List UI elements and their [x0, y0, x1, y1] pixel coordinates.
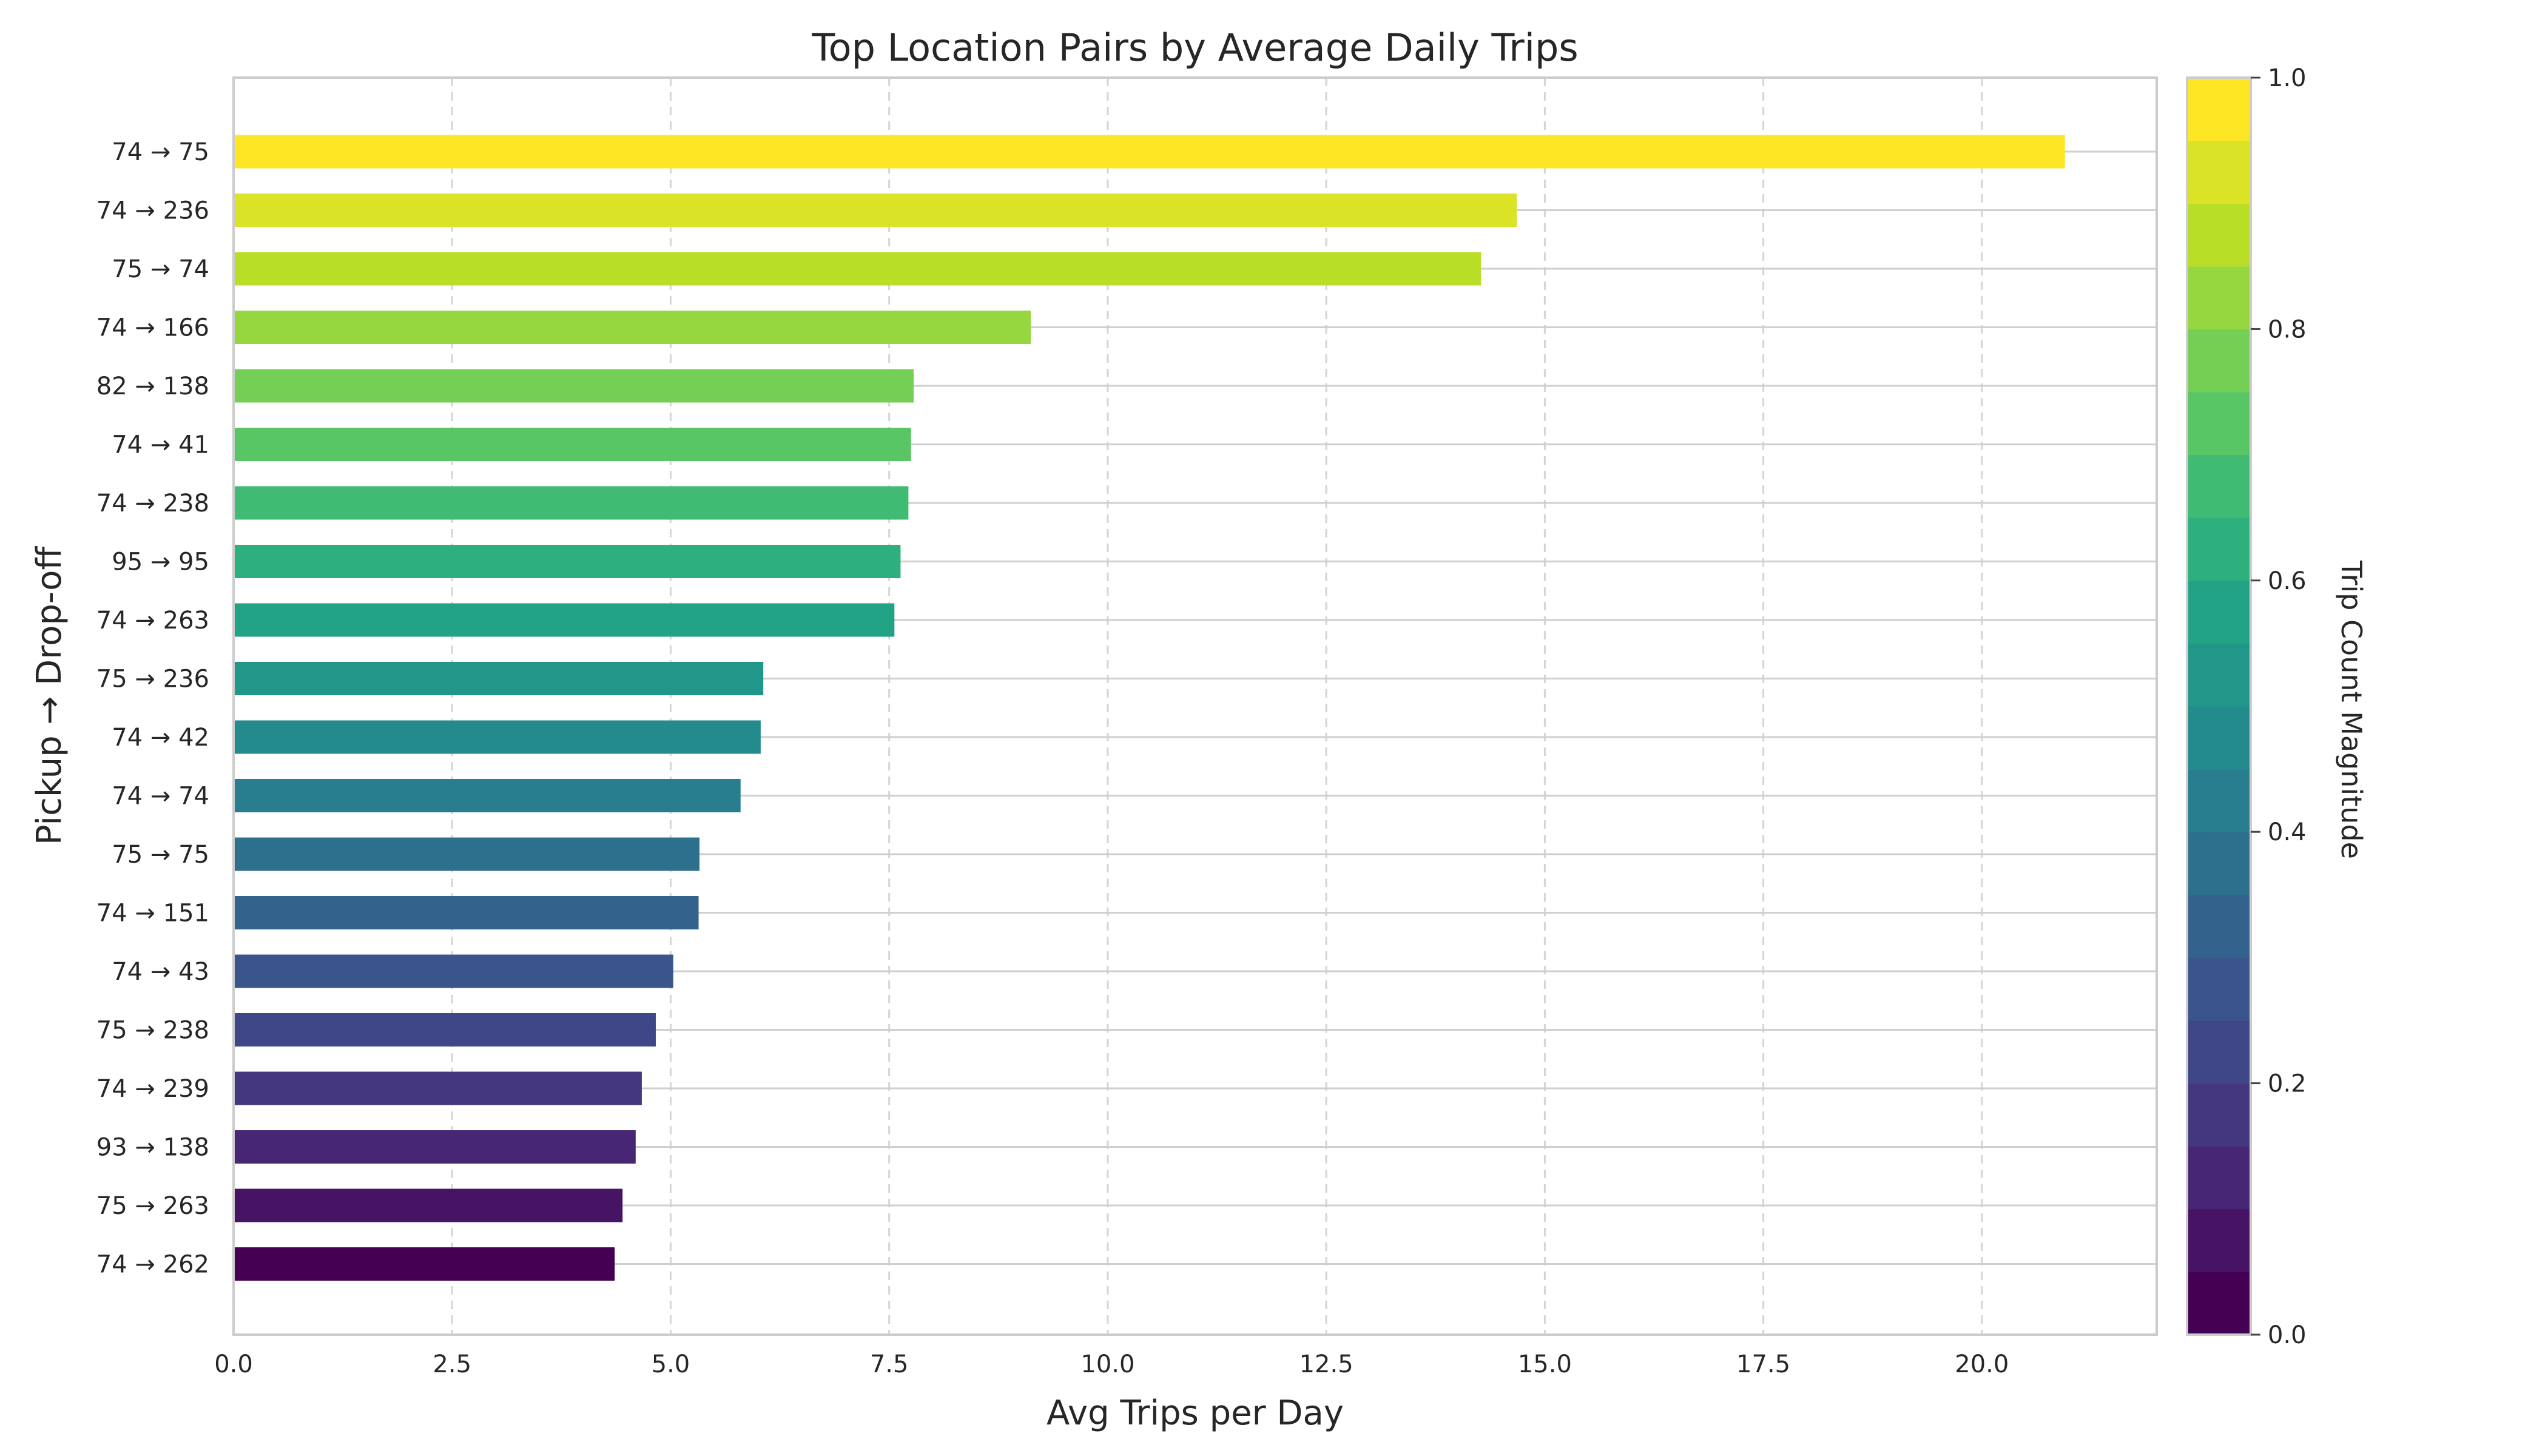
- y-tick-label: 74 → 151: [96, 900, 209, 928]
- colorbar-tick-label: 0.2: [2268, 1070, 2307, 1098]
- y-tick-label: 74 → 238: [96, 490, 209, 517]
- y-tick-label: 93 → 138: [96, 1134, 209, 1162]
- bar: [234, 1130, 636, 1164]
- colorbar-segment: [2187, 454, 2251, 518]
- bar: [234, 428, 911, 461]
- bar: [234, 603, 895, 637]
- y-tick-label: 82 → 138: [96, 372, 209, 400]
- colorbar-segment: [2187, 203, 2251, 267]
- bar: [234, 837, 700, 871]
- bar: [234, 369, 914, 403]
- colorbar-segment: [2187, 329, 2251, 393]
- colorbar-tick-label: 0.4: [2268, 818, 2307, 846]
- colorbar-segment: [2187, 266, 2251, 329]
- x-axis-label: Avg Trips per Day: [1046, 1394, 1344, 1433]
- x-tick-label: 2.5: [433, 1350, 471, 1378]
- bar: [234, 1071, 642, 1105]
- y-tick-label: 75 → 236: [96, 666, 209, 693]
- bar: [234, 311, 1031, 344]
- colorbar-segment: [2187, 1208, 2251, 1272]
- y-axis-label: Pickup → Drop-off: [30, 546, 69, 845]
- colorbar-segment: [2187, 140, 2251, 204]
- bar: [234, 486, 909, 520]
- y-tick-label: 74 → 42: [112, 724, 209, 752]
- y-tick-label: 75 → 74: [112, 255, 209, 283]
- colorbar-segment: [2187, 1083, 2251, 1147]
- colorbar-tick-label: 1.0: [2268, 64, 2307, 92]
- colorbar: 0.0 0.2 0.4 0.6 0.8 1.0: [2186, 64, 2307, 1349]
- bar: [234, 954, 673, 988]
- bar: [234, 135, 2065, 169]
- x-tick-label: 7.5: [870, 1350, 909, 1378]
- y-tick-label: 74 → 239: [96, 1075, 209, 1103]
- bar: [234, 1188, 623, 1222]
- colorbar-segment: [2187, 957, 2251, 1021]
- y-tick-label: 74 → 166: [96, 314, 209, 342]
- chart-title: Top Location Pairs by Average Daily Trip…: [811, 25, 1578, 70]
- colorbar-segment: [2187, 580, 2251, 644]
- x-ticks: 0.0 2.5 5.0 7.5 10.0 12.5 15.0 17.5 20.0: [214, 1350, 2009, 1378]
- x-tick-label: 10.0: [1080, 1350, 1134, 1378]
- x-tick-label: 17.5: [1736, 1350, 1790, 1378]
- colorbar-tick-label: 0.6: [2268, 567, 2307, 595]
- y-ticks: 74 → 75 74 → 236 75 → 74 74 → 166 82 → 138 74…: [96, 138, 209, 1279]
- x-tick-label: 20.0: [1955, 1350, 2009, 1378]
- bar: [234, 896, 699, 929]
- colorbar-segment: [2187, 78, 2251, 141]
- bar: [234, 720, 761, 754]
- y-tick-label: 74 → 41: [112, 431, 209, 459]
- plot-frame: [232, 76, 2158, 1336]
- bar: [234, 545, 901, 578]
- colorbar-segment: [2187, 1146, 2251, 1210]
- colorbar-segment: [2187, 1272, 2251, 1335]
- colorbar-label: Trip Count Magnitude: [2335, 560, 2368, 859]
- y-tick-label: 74 → 43: [112, 958, 209, 986]
- colorbar-segment: [2187, 894, 2251, 958]
- y-tick-label: 95 → 95: [112, 548, 209, 576]
- colorbar-frame: [2186, 76, 2252, 1336]
- x-tick-label: 5.0: [652, 1350, 690, 1378]
- bar: [234, 662, 764, 695]
- colorbar-segment: [2187, 517, 2251, 581]
- bar: [234, 779, 741, 812]
- y-tick-label: 74 → 74: [112, 783, 209, 811]
- colorbar-segment: [2187, 832, 2251, 895]
- y-tick-label: 75 → 75: [112, 841, 209, 869]
- x-tick-label: 12.5: [1299, 1350, 1353, 1378]
- bars: [234, 135, 2065, 1281]
- colorbar-tick-label: 0.8: [2268, 315, 2307, 343]
- x-tick-label: 0.0: [214, 1350, 253, 1378]
- y-tick-label: 74 → 263: [96, 607, 209, 635]
- colorbar-segment: [2187, 392, 2251, 456]
- colorbar-tick-label: 0.0: [2268, 1321, 2307, 1349]
- y-tick-label: 74 → 262: [96, 1251, 209, 1279]
- colorbar-segment: [2187, 1020, 2251, 1084]
- colorbar-segment: [2187, 706, 2251, 770]
- colorbar-segment: [2187, 643, 2251, 707]
- y-tick-label: 74 → 236: [96, 197, 209, 225]
- x-tick-label: 15.0: [1518, 1350, 1572, 1378]
- bar: [234, 252, 1481, 286]
- y-tick-label: 74 → 75: [112, 138, 209, 166]
- y-tick-label: 75 → 238: [96, 1017, 209, 1045]
- bar: [234, 194, 1517, 227]
- bar: [234, 1013, 656, 1046]
- y-tick-label: 75 → 263: [96, 1192, 209, 1220]
- bar: [234, 1247, 615, 1281]
- colorbar-segment: [2187, 769, 2251, 832]
